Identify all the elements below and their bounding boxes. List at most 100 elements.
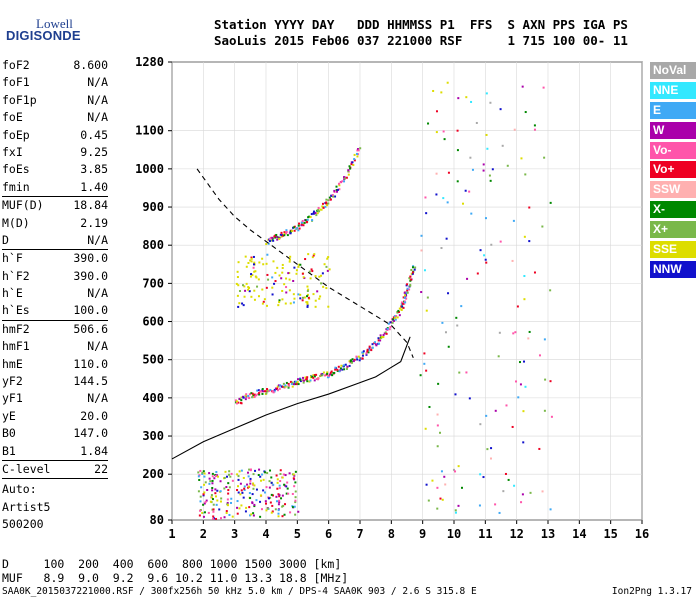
echo-dot <box>272 391 275 394</box>
es-dot <box>265 509 268 512</box>
noise-dot <box>478 504 481 507</box>
param-label: yF2 <box>2 374 23 389</box>
es-dot <box>228 513 231 516</box>
noise-dot <box>528 206 531 209</box>
echo-dot <box>317 377 320 380</box>
noise-dot <box>486 448 489 451</box>
es-dot <box>248 492 251 495</box>
noise-dot <box>444 483 447 486</box>
es-dot <box>236 512 239 515</box>
noise-dot <box>426 296 429 299</box>
noise-dot <box>439 431 442 434</box>
cluster-dot <box>323 263 326 266</box>
cluster-dot <box>289 255 292 258</box>
echo-dot <box>279 384 282 387</box>
es-dot <box>212 510 215 513</box>
echo-dot <box>256 393 259 396</box>
cluster-dot <box>301 272 304 275</box>
echo-dot <box>240 399 243 402</box>
echo-dot <box>258 392 261 395</box>
es-dot <box>198 514 201 517</box>
echo-dot <box>244 398 247 401</box>
es-dot <box>277 512 280 515</box>
param-row-d: D N/A <box>2 232 108 249</box>
y-tick-label: 700 <box>142 276 164 290</box>
es-dot <box>231 479 234 482</box>
noise-dot <box>424 427 427 430</box>
echo-dot <box>392 316 395 319</box>
auto-line: 500200 <box>2 517 44 532</box>
es-dot <box>207 511 210 514</box>
noise-dot <box>436 507 439 510</box>
es-dot <box>294 481 297 484</box>
echo-dot <box>291 381 294 384</box>
cluster-dot <box>250 260 253 263</box>
echo-dot <box>356 148 359 151</box>
es-dot <box>282 473 285 476</box>
noise-dot <box>485 414 488 417</box>
noise-dot <box>498 511 501 514</box>
cluster-dot <box>303 296 306 299</box>
echo-dot <box>340 364 343 367</box>
echo-dot <box>366 350 369 353</box>
noise-dot <box>543 409 546 412</box>
echo-dot <box>391 321 394 324</box>
echo-dot <box>283 234 286 237</box>
echo-dot <box>400 302 403 305</box>
echo-dot <box>304 376 307 379</box>
echo-dot <box>245 393 248 396</box>
noise-dot <box>506 164 509 167</box>
noise-dot <box>435 172 438 175</box>
param-label: hmF1 <box>2 339 30 354</box>
cluster-dot <box>249 275 252 278</box>
es-dot <box>252 483 255 486</box>
cluster-dot <box>257 278 260 281</box>
echo-dot <box>280 234 283 237</box>
cluster-dot <box>271 293 274 296</box>
noise-dot <box>441 321 444 324</box>
echo-dot <box>411 271 414 274</box>
echo-dot <box>328 373 331 376</box>
legend-nnw: NNW <box>650 260 696 278</box>
es-dot <box>216 489 219 492</box>
param-label: hmE <box>2 356 23 371</box>
noise-dot <box>550 415 553 418</box>
echo-dot <box>403 300 406 303</box>
lowell-digisonde-logo: Lowell DIGISONDE <box>4 6 104 46</box>
es-dot <box>197 475 200 478</box>
cluster-dot <box>322 285 325 288</box>
noise-dot <box>485 261 488 264</box>
es-dot <box>249 497 252 500</box>
echo-dot <box>410 278 413 281</box>
noise-dot <box>494 409 497 412</box>
echo-dot <box>265 390 268 393</box>
es-dot <box>249 482 252 485</box>
echo-dot <box>342 365 345 368</box>
param-row-mufd: MUF(D) 18.84 <box>2 197 108 214</box>
noise-dot <box>452 468 455 471</box>
noise-dot <box>432 89 435 92</box>
es-dot <box>253 503 256 506</box>
echo-dot <box>353 159 356 162</box>
x-tick-label: 3 <box>231 527 238 541</box>
noise-dot <box>502 490 505 493</box>
cluster-dot <box>253 270 256 273</box>
es-dot <box>283 513 286 516</box>
echo-dot <box>356 149 359 152</box>
cluster-dot <box>287 272 290 275</box>
echo-dot <box>273 388 276 391</box>
echo-dot <box>297 383 300 386</box>
noise-dot <box>489 101 492 104</box>
echo-dot <box>276 238 279 241</box>
echo-dot <box>408 288 411 291</box>
param-value: N/A <box>87 391 108 406</box>
x-tick-label: 6 <box>325 527 332 541</box>
es-dot <box>270 481 273 484</box>
es-dot <box>249 477 252 480</box>
noise-dot <box>514 331 517 334</box>
echo-dot <box>322 206 325 209</box>
station-header: Station YYYY DAY DDD HHMMSS P1 FFS S AXN… <box>214 17 628 49</box>
echo-dot <box>352 360 355 363</box>
legend-vo: Vo+ <box>650 161 696 179</box>
noise-dot <box>488 174 491 177</box>
